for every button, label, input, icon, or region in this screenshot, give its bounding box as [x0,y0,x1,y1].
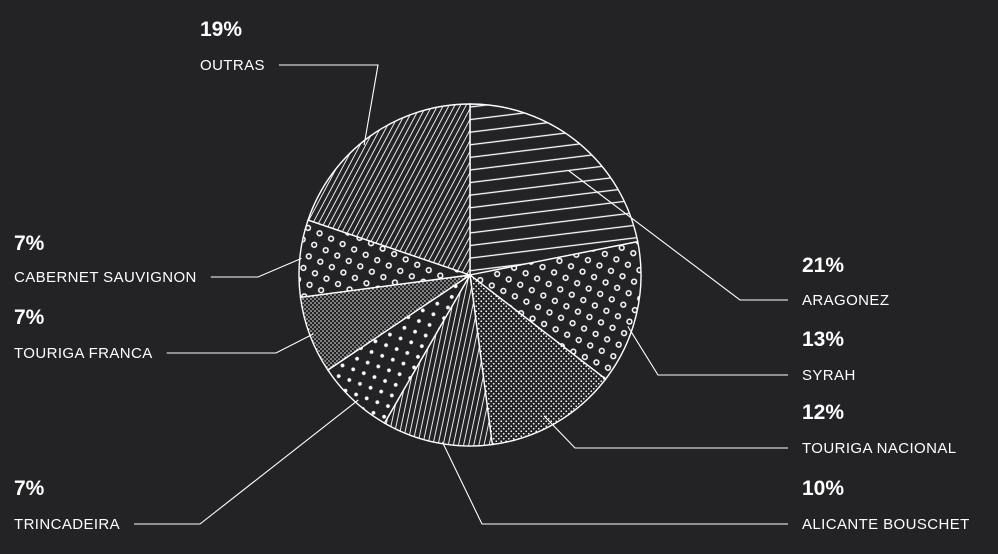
slice-percent-aragonez: 21% [802,254,844,277]
slice-syrah [468,240,642,381]
slice-percent-touriga-nacional: 12% [802,401,844,424]
slice-percent-touriga-franca: 7% [14,306,45,329]
leader-line-touriga-nacional [543,415,788,449]
slice-label-cabernet-sauvignon: CABERNET SAUVIGNON [14,269,197,286]
slice-alicante-bouschet [383,272,494,447]
slice-percent-cabernet-sauvignon: 7% [14,232,45,255]
slice-labels: 21% ARAGONEZ 13% SYRAH 12% TOURIGA NACIONAL 10… [14,18,970,533]
slice-label-alicante-bouschet: ALICANTE BOUSCHET [802,516,970,533]
slice-percent-alicante-bouschet: 10% [802,477,844,500]
leader-line-cabernet-sauvignon [210,257,302,278]
leader-line-trincadeira [134,399,359,525]
slice-label-trincadeira: TRINCADEIRA [14,516,120,533]
leader-line-syrah [627,326,788,376]
slice-percent-trincadeira: 7% [14,477,45,500]
slice-label-aragonez: ARAGONEZ [802,292,889,309]
slice-label-touriga-nacional: TOURIGA NACIONAL [802,440,957,457]
slice-touriga-nacional [469,273,607,446]
slice-percent-outras: 19% [200,18,242,41]
leader-lines [134,64,788,525]
leader-line-aragonez [568,170,788,301]
leader-line-alicante-bouschet [441,441,788,525]
slice-label-outras: OUTRAS [200,57,265,74]
slice-percent-syrah: 13% [802,328,844,351]
leader-line-touriga-franca [166,333,314,354]
leader-line-outras [278,64,379,146]
slice-label-syrah: SYRAH [802,367,856,384]
slice-label-touriga-franca: TOURIGA FRANCA [14,345,153,362]
pie-slices [298,103,642,447]
slice-outras [307,103,471,276]
